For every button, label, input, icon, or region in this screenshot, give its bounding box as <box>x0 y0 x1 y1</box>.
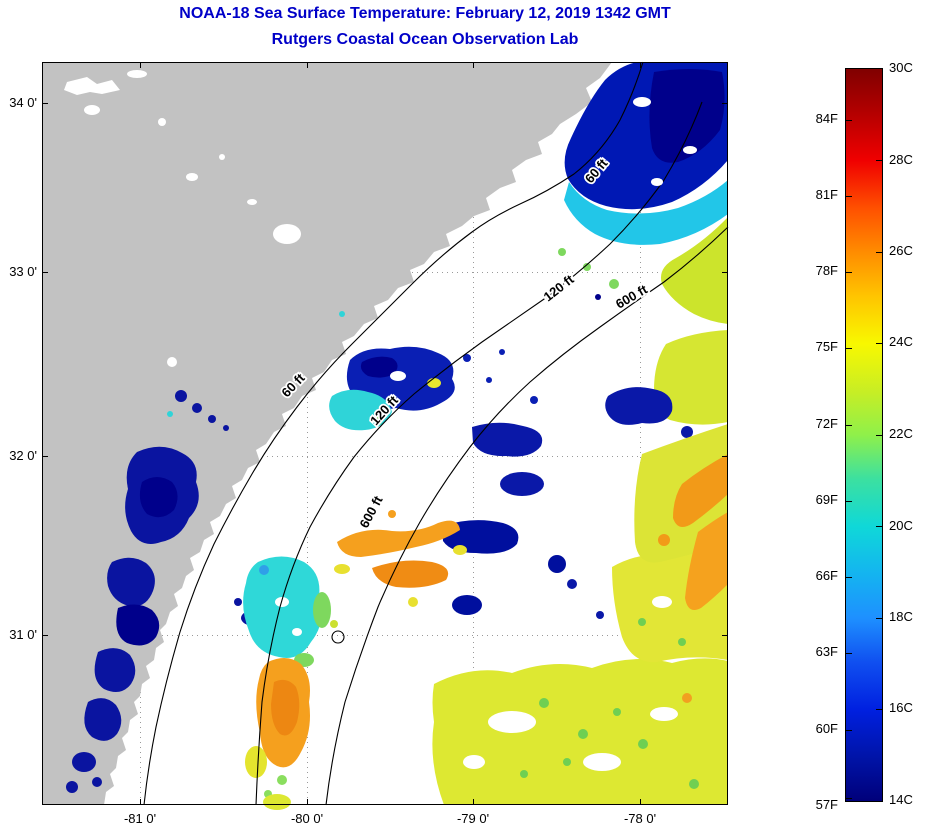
colorbar-c-label-16: 16C <box>889 700 913 715</box>
colorbar-c-label-14: 14C <box>889 792 913 807</box>
colorbar-c-label-18: 18C <box>889 609 913 624</box>
colorbar-c-label-26: 26C <box>889 243 913 258</box>
colorbar-f-label-84: 84F <box>815 111 838 126</box>
x-axis-label-79: -79 0' <box>456 811 490 826</box>
colorbar-f-label-78: 78F <box>815 263 838 278</box>
colorbar-f-label-75: 75F <box>815 339 838 354</box>
colorbar-c-label-20: 20C <box>889 518 913 533</box>
colorbar-c-label-24: 24C <box>889 334 913 349</box>
land <box>42 62 612 805</box>
colorbar-f-label-69: 69F <box>815 492 838 507</box>
x-axis-label-81: -81 0' <box>123 811 157 826</box>
page-title: NOAA-18 Sea Surface Temperature: Februar… <box>179 5 671 22</box>
map-border <box>42 62 728 805</box>
contour-closed-ring <box>331 630 345 644</box>
y-axis-label-34: 34 0' <box>9 95 37 110</box>
colorbar <box>845 68 883 802</box>
x-axis-label-80: -80 0' <box>290 811 324 826</box>
contour-60ft <box>143 61 644 806</box>
colorbar-f-label-57: 57F <box>815 797 838 812</box>
colorbar-f-label-72: 72F <box>815 416 838 431</box>
x-axis-label-78: -78 0' <box>623 811 657 826</box>
y-axis-label-33: 33 0' <box>9 264 37 279</box>
colorbar-c-label-30: 30C <box>889 60 913 75</box>
colorbar-f-label-66: 66F <box>815 568 838 583</box>
colorbar-f-label-63: 63F <box>815 644 838 659</box>
page-subtitle: Rutgers Coastal Ocean Observation Lab <box>271 31 579 48</box>
colorbar-c-label-22: 22C <box>889 426 913 441</box>
colorbar-f-label-60: 60F <box>815 721 838 736</box>
colorbar-c-label-28: 28C <box>889 152 913 167</box>
contour-600ft <box>325 226 729 806</box>
contour-120ft <box>255 101 703 806</box>
axis-ticks <box>42 62 728 805</box>
colorbar-f-label-81: 81F <box>815 187 838 202</box>
depth-contours <box>143 61 729 806</box>
y-axis-label-32: 32 0' <box>9 448 37 463</box>
cloud-patches <box>64 70 663 367</box>
y-axis-label-31: 31 0' <box>9 627 37 642</box>
sst-water-patches <box>66 62 728 810</box>
sst-map: 60 ft 120 ft 600 ft 60 ft 120 ft 600 ft <box>42 61 729 810</box>
